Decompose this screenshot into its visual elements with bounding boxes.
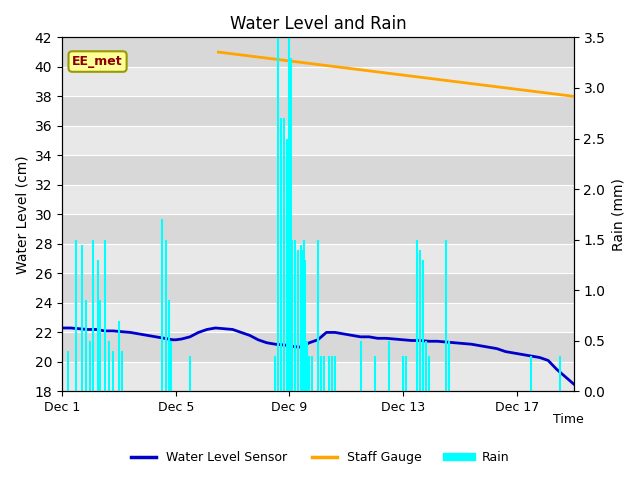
Bar bbox=[62, 126, 573, 156]
Bar bbox=[62, 156, 573, 185]
Bar bbox=[62, 67, 573, 96]
Title: Water Level and Rain: Water Level and Rain bbox=[230, 15, 406, 33]
Bar bbox=[62, 215, 573, 244]
Bar bbox=[62, 185, 573, 215]
Y-axis label: Rain (mm): Rain (mm) bbox=[611, 178, 625, 251]
Bar bbox=[62, 37, 573, 67]
Bar bbox=[62, 96, 573, 126]
Bar bbox=[62, 274, 573, 303]
Legend: Water Level Sensor, Staff Gauge, Rain: Water Level Sensor, Staff Gauge, Rain bbox=[125, 446, 515, 469]
Y-axis label: Water Level (cm): Water Level (cm) bbox=[15, 155, 29, 274]
Bar bbox=[62, 303, 573, 333]
Text: EE_met: EE_met bbox=[72, 55, 123, 68]
Bar bbox=[62, 333, 573, 362]
X-axis label: Time: Time bbox=[553, 413, 584, 426]
Bar bbox=[62, 244, 573, 274]
Bar bbox=[62, 362, 573, 391]
